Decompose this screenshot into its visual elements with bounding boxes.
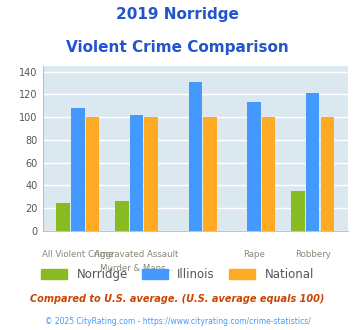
Text: All Violent Crime: All Violent Crime — [42, 250, 114, 259]
Bar — [306, 93, 320, 231]
Bar — [262, 117, 275, 231]
Text: Aggravated Assault: Aggravated Assault — [94, 250, 179, 259]
Bar — [321, 117, 334, 231]
Bar — [56, 203, 70, 231]
Bar — [203, 117, 217, 231]
Text: Violent Crime Comparison: Violent Crime Comparison — [66, 40, 289, 54]
Text: © 2025 CityRating.com - https://www.cityrating.com/crime-statistics/: © 2025 CityRating.com - https://www.city… — [45, 317, 310, 326]
Bar — [86, 117, 99, 231]
Bar — [130, 115, 143, 231]
Bar — [189, 82, 202, 231]
Bar — [115, 201, 129, 231]
Text: Murder & Mans...: Murder & Mans... — [100, 264, 173, 273]
Text: Rape: Rape — [243, 250, 265, 259]
Bar — [247, 102, 261, 231]
Bar — [144, 117, 158, 231]
Text: 2019 Norridge: 2019 Norridge — [116, 7, 239, 21]
Legend: Norridge, Illinois, National: Norridge, Illinois, National — [36, 263, 319, 286]
Bar — [71, 108, 84, 231]
Bar — [291, 191, 305, 231]
Text: Robbery: Robbery — [295, 250, 331, 259]
Text: Compared to U.S. average. (U.S. average equals 100): Compared to U.S. average. (U.S. average … — [30, 294, 325, 304]
